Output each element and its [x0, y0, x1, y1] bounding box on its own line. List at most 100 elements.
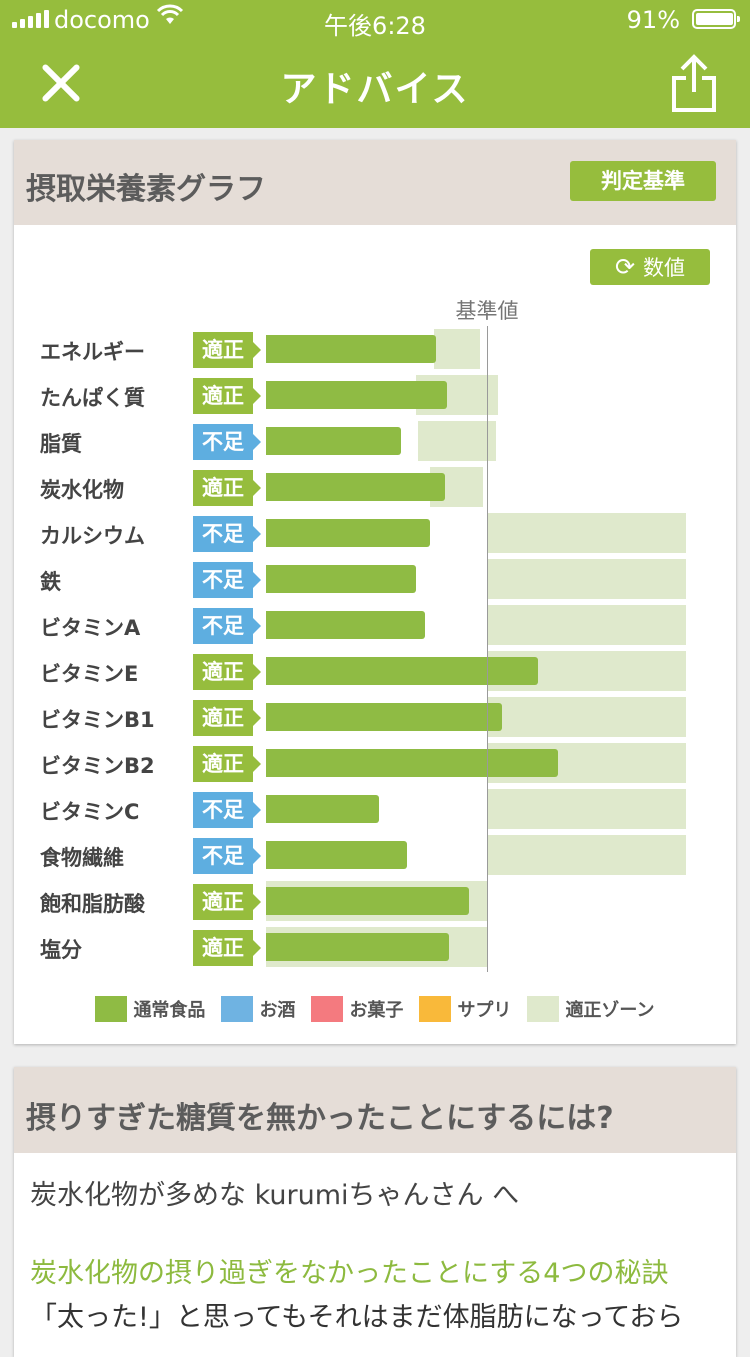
intake-bar [266, 887, 470, 915]
adequate-zone [487, 697, 686, 737]
intake-bar [266, 565, 417, 593]
legend: 通常食品 お酒 お菓子 サプリ 適正ゾーン [14, 996, 736, 1022]
nutrient-graph-card: 摂取栄養素グラフ 判定基準 ⟳ 数値 基準値 エネルギー 適正 たんぱく質 適正 脂質不… [14, 140, 736, 1044]
status-badge: 不足 [193, 608, 261, 644]
status-badge: 適正 [193, 378, 261, 414]
adequate-zone [487, 513, 686, 553]
battery-icon [692, 9, 740, 29]
advice-link[interactable]: 炭水化物の摂り過ぎをなかったことにする4つの秘訣 [30, 1258, 669, 1289]
intake-bar [266, 427, 401, 455]
adequate-zone [487, 789, 686, 829]
adequate-zone [487, 559, 686, 599]
advice-title: 摂りすぎた糖質を無かったことにするには? [26, 1101, 614, 1136]
baseline-label: 基準値 [455, 299, 519, 323]
status-badge: 適正 [193, 884, 261, 920]
nutrient-label: ビタミンA [40, 616, 141, 640]
nutrient-row: 脂質 不足 [14, 418, 736, 464]
value-toggle-button[interactable]: ⟳ 数値 [590, 249, 710, 285]
card-title: 摂取栄養素グラフ [26, 172, 266, 207]
value-toggle-label: 数値 [643, 256, 686, 280]
carrier-name: docomo [54, 6, 150, 34]
nutrient-label: カルシウム [40, 524, 145, 548]
status-badge: 適正 [193, 470, 261, 506]
nutrient-label: 脂質 [40, 432, 82, 456]
nutrient-label: ビタミンC [40, 800, 140, 824]
refresh-icon: ⟳ [614, 253, 636, 281]
intake-bar [266, 519, 430, 547]
advice-greeting: 炭水化物が多めな kurumiちゃんさん へ [30, 1180, 520, 1211]
advice-body: 「太った!」と思ってもそれはまだ体脂肪になっておら [30, 1302, 684, 1333]
nutrient-row: 鉄 不足 [14, 556, 736, 602]
nutrient-row: 飽和脂肪酸 適正 [14, 878, 736, 924]
nutrient-row: ビタミンA 不足 [14, 602, 736, 648]
legend-item: サプリ [419, 996, 511, 1022]
card-header: 摂取栄養素グラフ 判定基準 [14, 140, 736, 225]
wifi-icon [156, 4, 184, 32]
nutrient-row: ビタミンB1 適正 [14, 694, 736, 740]
signal-icon [12, 10, 49, 28]
intake-bar [266, 657, 538, 685]
legend-item: 通常食品 [95, 996, 205, 1022]
intake-bar [266, 473, 445, 501]
legend-swatch [95, 996, 128, 1022]
intake-bar [266, 933, 450, 961]
status-badge: 不足 [193, 562, 261, 598]
nutrient-label: ビタミンB2 [40, 754, 155, 778]
nutrient-row: たんぱく質 適正 [14, 372, 736, 418]
advice-card-header: 摂りすぎた糖質を無かったことにするには? [14, 1067, 736, 1153]
legend-item: お酒 [221, 996, 295, 1022]
nutrient-row: ビタミンC 不足 [14, 786, 736, 832]
legend-swatch [221, 996, 254, 1022]
legend-swatch [311, 996, 344, 1022]
legend-swatch [527, 996, 560, 1022]
nutrient-row: 食物繊維 不足 [14, 832, 736, 878]
adequate-zone [487, 605, 686, 645]
nutrient-label: 塩分 [40, 938, 82, 962]
legend-swatch [419, 996, 452, 1022]
adequate-zone [418, 421, 496, 461]
status-badge: 不足 [193, 838, 261, 874]
intake-bar [266, 611, 426, 639]
nutrient-label: ビタミンB1 [40, 708, 155, 732]
baseline-line [487, 326, 488, 972]
legend-label: 通常食品 [133, 1000, 206, 1021]
status-badge: 適正 [193, 700, 261, 736]
judge-criteria-button[interactable]: 判定基準 [570, 161, 716, 201]
status-badge: 適正 [193, 332, 261, 368]
battery-percent: 91% [626, 6, 680, 34]
nutrient-label: エネルギー [40, 340, 145, 364]
status-bar: docomo 午後6:28 91% [0, 0, 750, 40]
intake-bar [266, 335, 437, 363]
page-title: アドバイス [280, 69, 470, 110]
intake-bar [266, 841, 408, 869]
status-badge: 不足 [193, 516, 261, 552]
nutrient-label: 炭水化物 [40, 478, 124, 502]
nutrient-row: 炭水化物 適正 [14, 464, 736, 510]
intake-bar [266, 703, 503, 731]
intake-bar [266, 749, 558, 777]
nutrient-label: 食物繊維 [40, 846, 124, 870]
intake-bar [266, 381, 448, 409]
legend-item: 適正ゾーン [527, 996, 655, 1022]
legend-label: サプリ [457, 1000, 512, 1021]
legend-label: お酒 [259, 1000, 296, 1021]
share-icon[interactable] [668, 54, 720, 114]
nutrient-label: ビタミンE [40, 662, 139, 686]
adequate-zone [433, 329, 481, 369]
nutrient-row: ビタミンB2 適正 [14, 740, 736, 786]
legend-label: お菓子 [349, 1000, 404, 1021]
legend-label: 適正ゾーン [565, 1000, 655, 1021]
status-badge: 適正 [193, 654, 261, 690]
status-badge: 不足 [193, 424, 261, 460]
adequate-zone [487, 835, 686, 875]
nutrient-row: 塩分 適正 [14, 924, 736, 970]
nutrient-row: エネルギー 適正 [14, 326, 736, 372]
top-bar: docomo 午後6:28 91% アドバイス [0, 0, 750, 128]
legend-item: お菓子 [311, 996, 403, 1022]
status-badge: 不足 [193, 792, 261, 828]
status-badge: 適正 [193, 930, 261, 966]
status-time: 午後6:28 [324, 12, 426, 40]
status-badge: 適正 [193, 746, 261, 782]
nutrient-row: ビタミンE 適正 [14, 648, 736, 694]
intake-bar [266, 795, 379, 823]
